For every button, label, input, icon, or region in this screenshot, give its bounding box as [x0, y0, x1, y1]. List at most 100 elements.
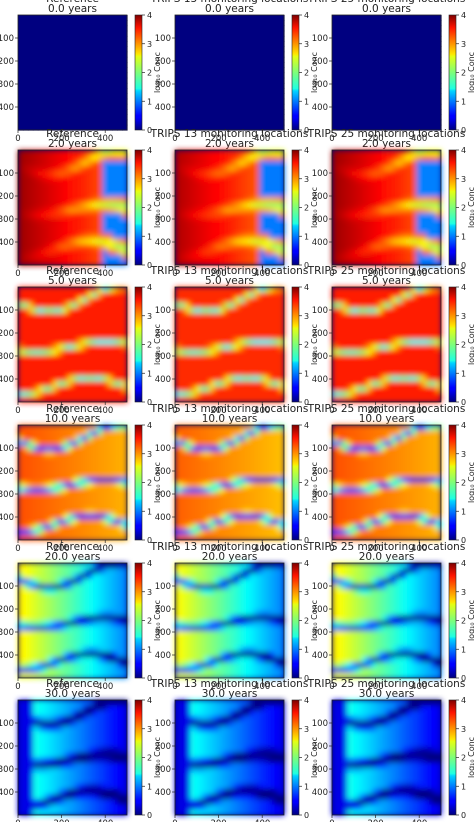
heatmap-cell: [175, 15, 181, 21]
heatmap-cell: [112, 334, 118, 340]
heatmap-cell: [411, 334, 417, 340]
heatmap-cell: [406, 197, 412, 203]
heatmap-cell: [386, 51, 393, 58]
heatmap-cell: [107, 233, 113, 240]
heatmap-cell: [381, 217, 388, 224]
heatmap-cell: [386, 339, 393, 346]
heatmap-cell: [67, 217, 74, 224]
heatmap-cell: [37, 370, 44, 377]
heatmap-cell: [107, 354, 113, 361]
heatmap-cell: [62, 93, 69, 100]
heatmap-cell: [87, 466, 93, 473]
heatmap-cell: [351, 35, 358, 42]
heatmap-cell: [386, 119, 393, 126]
heatmap-cell: [421, 119, 427, 126]
heatmap-cell: [22, 109, 29, 115]
heatmap-cell: [371, 155, 378, 162]
heatmap-cell: [356, 51, 363, 58]
heatmap-cell: [18, 430, 24, 437]
heatmap-cell: [214, 119, 221, 126]
heatmap-cell: [371, 202, 378, 209]
heatmap-cell: [396, 365, 402, 372]
heatmap-cell: [52, 93, 59, 100]
heatmap-cell: [406, 35, 412, 42]
heatmap-cell: [82, 98, 88, 105]
heatmap-cell: [401, 238, 407, 245]
heatmap-cell: [376, 165, 383, 172]
heatmap-cell: [27, 82, 34, 89]
heatmap-cell: [27, 119, 34, 126]
heatmap-cell: [67, 98, 74, 105]
heatmap-cell: [274, 67, 280, 74]
panel-time: 2.0 years: [362, 138, 411, 150]
heatmap-cell: [184, 109, 191, 115]
heatmap-cell: [97, 328, 103, 335]
heatmap-cell: [47, 292, 54, 299]
heatmap-cell: [204, 254, 211, 261]
heatmap-cell: [77, 35, 84, 42]
heatmap-cell: [234, 197, 241, 203]
heatmap-cell: [52, 15, 59, 21]
heatmap-cell: [406, 67, 412, 74]
heatmap-cell: [67, 103, 74, 110]
heatmap-cell: [436, 170, 442, 177]
heatmap-cell: [406, 56, 412, 63]
heatmap-cell: [32, 259, 39, 266]
heatmap-cell: [72, 170, 79, 177]
heatmap-cell: [32, 109, 39, 115]
heatmap-cell: [234, 254, 241, 261]
heatmap-cell: [436, 212, 442, 219]
heatmap-cell: [92, 15, 98, 21]
heatmap-cell: [381, 360, 388, 367]
heatmap-cell: [346, 165, 353, 172]
heatmap-cell: [336, 82, 343, 89]
heatmap-cell: [436, 217, 442, 224]
heatmap-cell: [199, 20, 206, 27]
heatmap-cell: [411, 20, 417, 27]
heatmap-cell: [224, 114, 231, 121]
heatmap-cell: [274, 186, 280, 193]
heatmap-cell: [112, 150, 118, 156]
heatmap-cell: [102, 254, 108, 261]
heatmap-cell: [406, 254, 412, 261]
heatmap-cell: [47, 41, 54, 47]
heatmap-cell: [411, 313, 417, 319]
heatmap-cell: [259, 181, 265, 188]
heatmap-cell: [52, 534, 59, 541]
heatmap-cell: [396, 160, 402, 167]
heatmap-cell: [214, 391, 221, 398]
heatmap-cell: [381, 354, 388, 361]
heatmap-cell: [341, 318, 348, 325]
heatmap-cell: [87, 529, 93, 536]
heatmap-cell: [112, 307, 118, 314]
heatmap-cell: [122, 228, 128, 235]
heatmap-cell: [332, 323, 338, 330]
heatmap-cell: [199, 297, 206, 304]
heatmap-cell: [189, 318, 196, 325]
heatmap-cell: [92, 109, 98, 115]
heatmap-cell: [189, 391, 196, 398]
heatmap-cell: [416, 244, 422, 250]
heatmap-cell: [179, 344, 186, 351]
heatmap-cell: [204, 217, 211, 224]
heatmap-cell: [431, 51, 437, 58]
heatmap-cell: [27, 519, 34, 525]
heatmap-cell: [249, 217, 255, 224]
heatmap-cell: [239, 381, 245, 387]
heatmap-cell: [77, 254, 84, 261]
heatmap-cell: [102, 67, 108, 74]
heatmap-cell: [18, 160, 24, 167]
heatmap-cell: [175, 360, 181, 367]
heatmap-cell: [366, 165, 373, 172]
heatmap-cell: [102, 349, 108, 356]
heatmap-cell: [42, 445, 49, 452]
heatmap-cell: [32, 302, 39, 309]
heatmap-cell: [269, 381, 275, 387]
heatmap-cell: [189, 381, 196, 387]
heatmap-cell: [32, 35, 39, 42]
heatmap-cell: [351, 150, 358, 156]
heatmap-cell: [77, 119, 84, 126]
heatmap-cell: [411, 202, 417, 209]
heatmap-cell: [18, 109, 24, 115]
heatmap-cell: [62, 197, 69, 203]
